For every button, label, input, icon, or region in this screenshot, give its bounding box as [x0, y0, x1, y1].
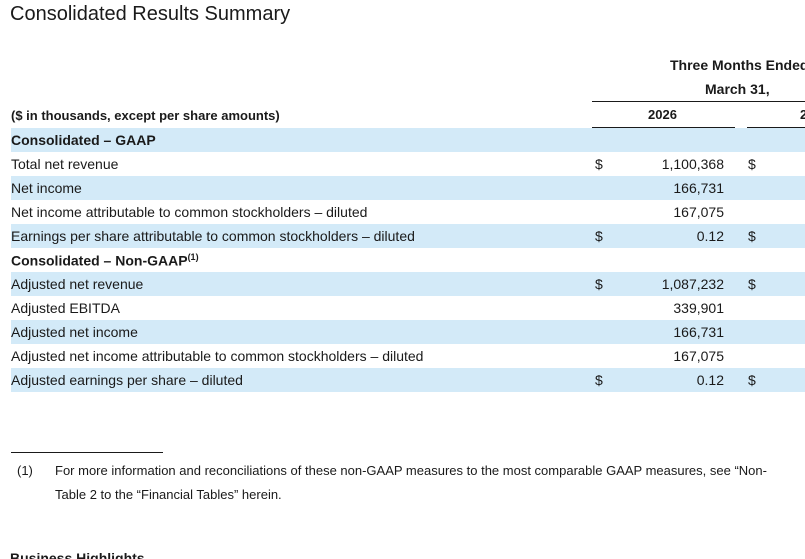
period-header-line1: Three Months Ended [670, 57, 805, 73]
column-header-year1: 2026 [648, 107, 677, 122]
row-label: Earnings per share attributable to commo… [11, 228, 415, 244]
row-label: Adjusted EBITDA [11, 300, 120, 316]
units-label: ($ in thousands, except per share amount… [11, 108, 280, 123]
table-row: Total net revenue $1,100,368 $ [11, 152, 805, 176]
footnote-divider [11, 452, 163, 453]
next-section-heading: Business Highlights [10, 550, 145, 559]
results-table: Consolidated – GAAP Total net revenue $1,1… [11, 128, 805, 392]
value-year1: 1,100,368 [661, 156, 724, 172]
footnote-text-line2: Table 2 to the “Financial Tables” herein… [55, 487, 282, 502]
footnote-marker: (1) [187, 252, 199, 262]
row-label-text: Net income [11, 180, 82, 196]
table-row: Net income attributable to common stockh… [11, 200, 805, 224]
table-row: Adjusted net income attributable to comm… [11, 344, 805, 368]
section-header-row: Consolidated – GAAP [11, 128, 805, 152]
row-label: Adjusted net income [11, 324, 138, 340]
currency-symbol-year2: $ [748, 228, 756, 244]
footnote-text-line1: For more information and reconciliations… [55, 463, 767, 478]
value-year1: 1,087,232 [661, 276, 724, 292]
value-year1: 167,075 [673, 204, 724, 220]
value-year1: 167,075 [673, 348, 724, 364]
row-label: Consolidated – GAAP [11, 132, 156, 148]
row-label: Adjusted net income attributable to comm… [11, 348, 423, 364]
table-row: Adjusted EBITDA 339,901 [11, 296, 805, 320]
currency-symbol-year2: $ [748, 276, 756, 292]
section-header-row: Consolidated – Non-GAAP(1) [11, 248, 805, 272]
page-title: Consolidated Results Summary [10, 3, 291, 25]
value-year1: 339,901 [673, 300, 724, 316]
period-header-line2: March 31, [705, 81, 770, 97]
value-year1: 0.12 [696, 228, 724, 244]
table-row: Adjusted net income 166,731 [11, 320, 805, 344]
column-header-rule-2 [747, 127, 805, 128]
column-header-year2: 2 [800, 107, 805, 122]
row-label-text: Net income attributable to common stockh… [11, 204, 368, 220]
value-year1: 0.12 [696, 372, 724, 388]
row-label-text: Adjusted net revenue [11, 276, 144, 292]
row-label-text: Earnings per share attributable to commo… [11, 228, 415, 244]
table-row: Adjusted net revenue $1,087,232 $ [11, 272, 805, 296]
row-label-text: Consolidated – Non-GAAP [11, 252, 188, 269]
currency-symbol-year1: $ [595, 372, 603, 388]
row-label: Net income attributable to common stockh… [11, 204, 367, 220]
table-row: Adjusted earnings per share – diluted $0.… [11, 368, 805, 392]
row-label: Net income [11, 180, 82, 196]
row-label-text: Total net revenue [11, 156, 119, 172]
row-label-text: Adjusted earnings per share – diluted [11, 372, 243, 388]
row-label-text: Adjusted EBITDA [11, 300, 120, 316]
value-year1: 166,731 [673, 324, 724, 340]
row-label-text: Adjusted net income attributable to comm… [11, 348, 424, 364]
row-label: Adjusted net revenue [11, 276, 143, 292]
row-label: Adjusted earnings per share – diluted [11, 372, 243, 388]
currency-symbol-year1: $ [595, 276, 603, 292]
table-row: Earnings per share attributable to commo… [11, 224, 805, 248]
row-label: Total net revenue [11, 156, 118, 172]
currency-symbol-year2: $ [748, 372, 756, 388]
footnote-number: (1) [17, 463, 33, 478]
currency-symbol-year1: $ [595, 228, 603, 244]
column-header-rule-1 [592, 127, 735, 128]
table-row: Net income 166,731 [11, 176, 805, 200]
row-label: Consolidated – Non-GAAP(1) [11, 252, 199, 269]
currency-symbol-year1: $ [595, 156, 603, 172]
row-label-text: Adjusted net income [11, 324, 138, 340]
value-year1: 166,731 [673, 180, 724, 196]
currency-symbol-year2: $ [748, 156, 756, 172]
row-label-text: Consolidated – GAAP [11, 132, 156, 148]
period-header-rule [592, 101, 805, 102]
